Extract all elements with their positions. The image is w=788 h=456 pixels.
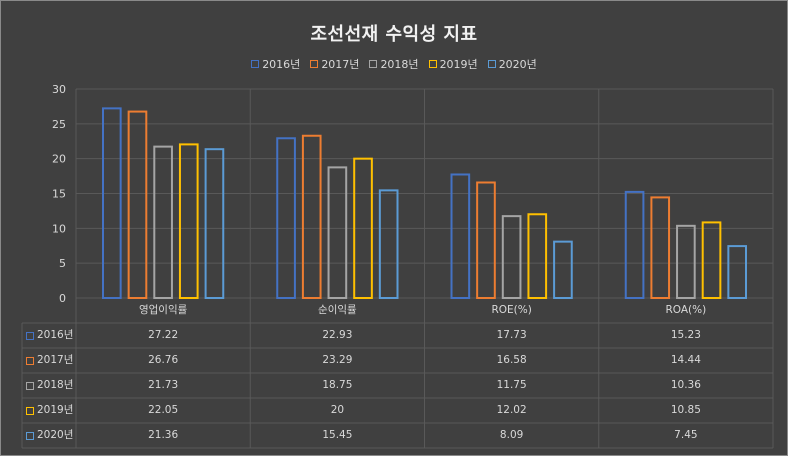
series-label: 2018년	[37, 379, 74, 391]
series-label: 2016년	[37, 329, 74, 341]
legend-swatch	[26, 331, 34, 340]
bar	[327, 166, 348, 299]
legend-swatch	[487, 60, 496, 68]
data-label: 22.05	[148, 404, 179, 416]
legend-item: 2018년	[369, 56, 419, 72]
legend-swatch	[26, 406, 34, 415]
table-row-header: 2020년	[22, 423, 76, 448]
table-row-header: 2018년	[22, 373, 76, 398]
bar	[153, 145, 173, 299]
data-label: 18.75	[322, 379, 353, 391]
y-tick-label: 5	[59, 257, 66, 270]
legend-label: 2018년	[380, 58, 419, 71]
bar	[102, 107, 122, 299]
bar	[624, 190, 645, 299]
legend-label: 2016년	[262, 58, 301, 71]
x-tick-label: 영업이익률	[138, 304, 188, 316]
series-label: 2019년	[37, 404, 74, 416]
data-label: 11.75	[496, 379, 527, 391]
bar	[450, 173, 471, 299]
data-label: 7.45	[674, 429, 698, 441]
bar	[501, 215, 522, 299]
bar	[127, 110, 148, 299]
data-label: 20	[330, 404, 345, 416]
y-tick-label: 0	[59, 292, 66, 305]
bar	[178, 143, 199, 299]
bar	[476, 181, 496, 299]
data-label: 14.44	[670, 354, 701, 366]
data-label: 17.73	[496, 329, 527, 341]
legend-swatch	[310, 60, 319, 68]
legend-swatch	[26, 431, 34, 440]
data-label: 16.58	[496, 354, 527, 366]
legend-label: 2020년	[498, 58, 537, 71]
data-label: 15.45	[322, 429, 353, 441]
bar	[727, 245, 747, 299]
x-tick-label: 순이익률	[318, 304, 357, 316]
data-label: 8.09	[499, 429, 524, 441]
x-tick-label: ROA(%)	[665, 304, 707, 316]
data-label: 21.73	[148, 379, 179, 391]
legend-item: 2020년	[487, 56, 537, 72]
legend-label: 2019년	[439, 58, 478, 71]
bar	[353, 157, 373, 299]
bar	[276, 137, 296, 299]
legend-item: 2016년	[251, 56, 300, 72]
y-tick-label: 20	[52, 153, 66, 166]
data-label: 10.85	[670, 404, 701, 416]
bar	[527, 213, 548, 299]
bar	[650, 196, 671, 299]
bar	[676, 224, 696, 299]
legend-item: 2017년	[310, 56, 359, 72]
y-tick-label: 10	[52, 222, 66, 235]
bar	[301, 134, 322, 299]
legend-swatch	[26, 356, 34, 365]
legend-swatch	[369, 60, 378, 68]
data-label: 26.76	[148, 354, 179, 366]
bar	[701, 221, 722, 299]
y-tick-label: 30	[52, 83, 66, 96]
data-label: 10.36	[670, 379, 701, 391]
legend-label: 2017년	[321, 58, 360, 71]
series-label: 2017년	[37, 354, 74, 366]
bar	[204, 148, 225, 299]
legend: 2016년 2017년 2018년 2019년 2020년	[0, 56, 788, 72]
data-label: 12.02	[496, 404, 527, 416]
data-label: 22.93	[322, 329, 353, 341]
table-row-header: 2017년	[22, 348, 76, 373]
legend-swatch	[428, 60, 437, 68]
bar	[378, 189, 399, 300]
legend-item: 2019년	[428, 56, 478, 72]
chart-title: 조선선재 수익성 지표	[310, 24, 478, 45]
y-tick-label: 15	[52, 188, 66, 201]
legend-swatch	[26, 381, 34, 390]
table-row-header: 2019년	[22, 398, 76, 423]
bar	[553, 240, 573, 299]
table-row-header: 2016년	[22, 323, 76, 348]
legend-swatch	[251, 60, 260, 68]
data-label: 21.36	[148, 429, 179, 441]
x-tick-label: ROE(%)	[491, 304, 532, 316]
data-label: 27.22	[148, 329, 179, 341]
y-tick-label: 25	[52, 118, 66, 131]
data-label: 15.23	[670, 329, 701, 341]
data-label: 23.29	[322, 354, 353, 366]
series-label: 2020년	[37, 429, 74, 441]
